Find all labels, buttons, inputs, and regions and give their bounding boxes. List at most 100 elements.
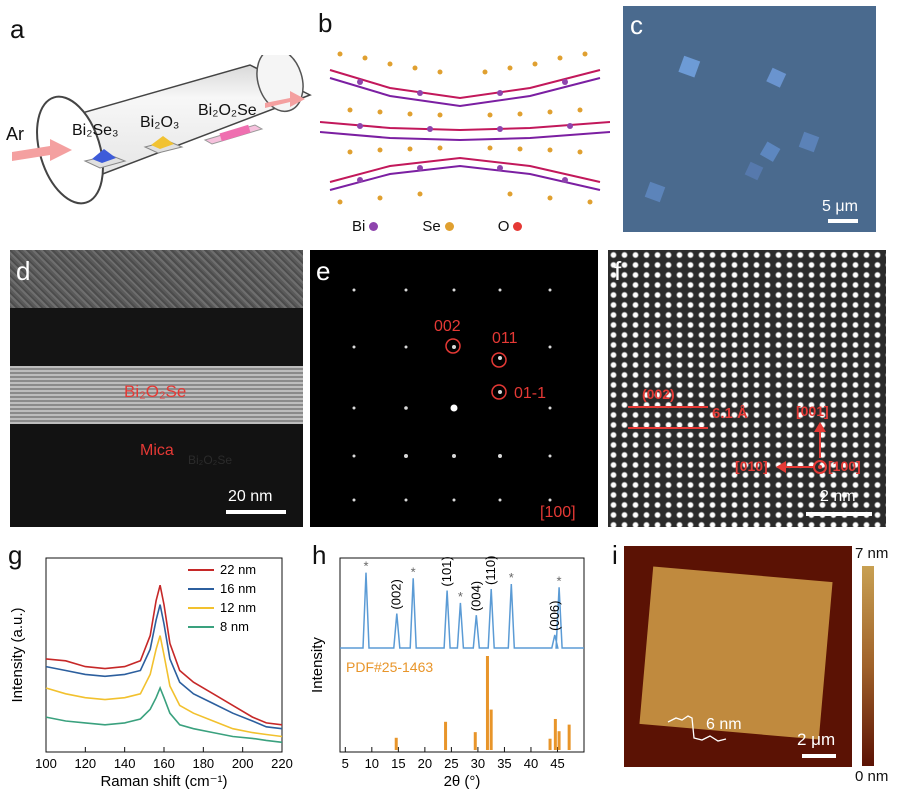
x-tick-label: 20 <box>418 756 432 771</box>
x-axis-label: 2θ (°) <box>444 773 481 790</box>
legend-bi-label: Bi <box>352 218 366 235</box>
crystal-structure <box>320 51 610 205</box>
legend-o-dot <box>513 222 523 231</box>
raman-chart: 100 120 140 160 180 200 220 Raman shift (cm⁻¹) I… <box>9 557 293 790</box>
reference-peak <box>557 731 561 750</box>
series-line <box>45 635 283 738</box>
legend-o: O <box>498 218 523 235</box>
ring-002 <box>445 338 461 354</box>
ghost-label: Bi₂O₂Se <box>188 453 232 467</box>
peak-label: (101) <box>439 556 454 586</box>
legend-bi: Bi <box>352 218 379 235</box>
hrtem-image <box>608 250 886 527</box>
panel-g-letter: g <box>8 540 23 570</box>
legend-label: 12 nm <box>220 600 256 615</box>
legend-se: Se <box>422 218 454 235</box>
peak-marker: * <box>458 589 463 604</box>
legend-label: 8 nm <box>220 619 249 634</box>
peak-label: (110) <box>483 556 498 585</box>
x-tick-label: 30 <box>471 756 485 771</box>
height-profile <box>667 715 727 742</box>
legend-se-label: Se <box>422 218 441 235</box>
x-tick-label: 160 <box>153 756 175 771</box>
gas-out-arrow <box>265 91 305 108</box>
scale-bar-c <box>828 219 858 223</box>
scale-bar-i <box>802 754 836 758</box>
scale-label-i: 2 μm <box>797 730 836 749</box>
hrtem-annotations <box>628 406 827 474</box>
panel-b-letter: b <box>318 8 333 38</box>
panel-e-letter: e <box>316 256 331 286</box>
panel-h-letter: h <box>312 540 327 570</box>
x-tick-label: 120 <box>74 756 96 771</box>
cvd-tube-diagram <box>12 55 312 205</box>
legend-label: 22 nm <box>220 562 256 577</box>
direction-001: [001] <box>796 403 829 419</box>
zone-axis-label: [100] <box>540 504 576 521</box>
x-tick-label: 10 <box>365 756 379 771</box>
spot-label-002: 002 <box>434 318 461 335</box>
plane-label: (002) <box>642 386 675 402</box>
y-axis-label: Intensity (a.u.) <box>9 607 26 702</box>
spot-label-01-1: 01-1 <box>514 385 547 402</box>
colorbar-min-label: 0 nm <box>855 768 889 785</box>
reference-peak <box>473 732 477 750</box>
panel-a-letter: a <box>10 14 25 44</box>
diffraction-spots <box>352 288 552 502</box>
flakes-bi2o2se <box>219 124 251 142</box>
reference-peak <box>548 738 552 750</box>
scale-bar-f <box>806 512 872 516</box>
reference-peak <box>567 724 571 750</box>
x-tick-label: 40 <box>524 756 538 771</box>
y-axis-label: Intensity <box>309 637 326 693</box>
panel-i-letter: i <box>612 540 618 570</box>
layer-mid <box>320 121 610 142</box>
atom-legend: Bi Se O <box>352 218 523 235</box>
series-line <box>45 585 283 726</box>
spot-label-011: 011 <box>492 330 518 347</box>
panel-f-letter: f <box>614 256 622 286</box>
amorphous-gap <box>10 308 303 366</box>
afm-image <box>624 546 852 767</box>
x-axis-label: Raman shift (cm⁻¹) <box>100 773 227 790</box>
panel-c-letter: c <box>630 10 643 40</box>
peak-marker: * <box>363 559 368 574</box>
reference-peak <box>553 718 557 750</box>
reference-peak <box>444 721 448 750</box>
film-label: Bi₂O₂Se <box>124 382 187 401</box>
series-line <box>45 685 283 744</box>
powder-bi2o3 <box>151 136 174 149</box>
x-tick-label: 25 <box>444 756 458 771</box>
precursor-label-bi2o2se: Bi₂O₂Se <box>198 102 257 119</box>
reference-label: PDF#25-1463 <box>346 659 433 675</box>
scale-label-d: 20 nm <box>228 488 273 505</box>
peak-marker: * <box>411 564 416 579</box>
saed-pattern <box>310 250 598 527</box>
substrate-label: Mica <box>140 442 174 459</box>
legend-se-dot <box>444 222 454 231</box>
legend-bi-dot <box>369 222 379 231</box>
x-tick-label: 45 <box>550 756 564 771</box>
direction-010: [010] <box>735 458 768 474</box>
precursor-label-bi2o3: Bi₂O₃ <box>140 114 180 131</box>
x-tick-label: 140 <box>114 756 136 771</box>
scale-bar-d <box>226 510 286 514</box>
mica-substrate <box>10 424 303 527</box>
powder-bi2se3 <box>92 149 116 163</box>
peak-marker: * <box>509 570 514 585</box>
se-atoms-top <box>337 51 588 75</box>
direction-100: [100] <box>828 458 861 474</box>
afm-colorbar <box>862 566 874 766</box>
xrd-chart: 5 10 15 20 25 30 35 40 45 2θ (°) Intensity * (002) * (… <box>309 556 585 790</box>
ring-01-1 <box>491 384 507 400</box>
panel-d-letter: d <box>16 256 31 286</box>
reference-peak <box>394 737 398 750</box>
bi-atoms <box>357 79 573 183</box>
scale-label-f: 2 nm <box>820 488 856 505</box>
gas-label: Ar <box>6 124 24 144</box>
gas-in-arrow <box>12 139 72 161</box>
x-tick-label: 5 <box>342 756 349 771</box>
reference-peak <box>485 656 489 750</box>
legend-label: 16 nm <box>220 581 256 596</box>
height-profile-label: 6 nm <box>706 716 742 733</box>
